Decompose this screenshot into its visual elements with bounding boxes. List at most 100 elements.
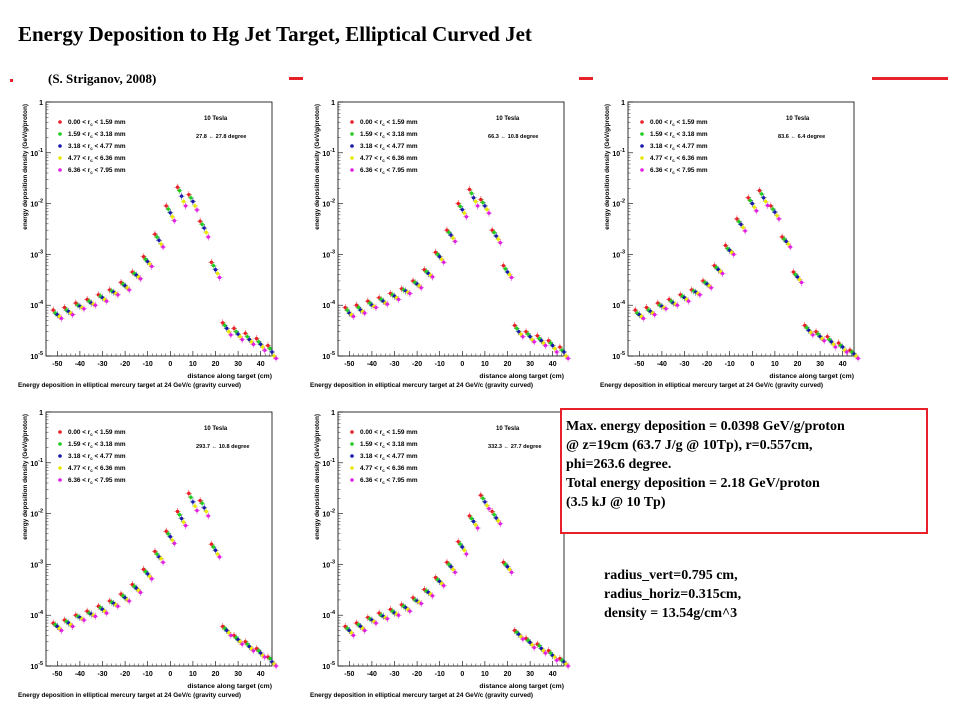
legend-marker [58,430,62,434]
legend-entry: 1.59 < rc < 3.18 mm [68,131,126,139]
data-point [509,570,514,574]
data-point [543,343,548,348]
data-point [82,307,86,311]
y-tick-label: 10-3 [30,559,43,569]
x-tick-label: -50 [52,361,62,368]
data-point [362,311,367,315]
x-tick-label: 0 [460,361,464,368]
x-tick-label: 10 [189,671,197,678]
legend-marker [350,144,354,148]
series-5 [350,505,572,670]
y-tick-label: 10-5 [30,351,43,361]
chart-panel-3: 1 10-1 10-2 10-3 10-4 10-5 -50 -40 -30 -20 -10 0 10 2… [600,100,862,389]
y-tick-label: 10-1 [322,148,335,158]
data-point [763,199,768,204]
legend-entry: 0.00 < rc < 1.59 mm [360,429,418,437]
data-point [179,516,184,521]
y-tick-label: 10-5 [322,661,335,671]
data-point [225,326,229,331]
param-line: radius_horiz=0.315cm, [604,587,742,602]
data-point [177,188,182,193]
data-point [153,549,157,554]
data-point [236,637,240,642]
data-point [148,574,152,579]
data-point [166,532,170,536]
data-point [460,545,464,549]
plot-caption: Energy deposition in elliptical mercury … [310,382,533,389]
data-point [483,500,487,504]
legend-marker [350,168,354,172]
data-point [451,236,455,240]
legend-entry: 3.18 < rc < 4.77 mm [68,453,126,461]
field-annotation: 10 Tesla [496,116,520,122]
angle-annotation: 293.7 ← 10.8 degree [196,444,250,450]
data-point [408,609,412,613]
data-point [263,348,267,352]
x-tick-label: 20 [212,361,220,368]
y-tick-label: 10-4 [322,300,336,310]
data-point [562,350,566,354]
x-tick-label: 40 [257,361,265,368]
data-point [245,334,250,339]
data-point [750,201,754,206]
data-point [458,204,462,209]
data-point [490,228,494,232]
field-annotation: 10 Tesla [204,116,228,122]
data-point [187,491,191,496]
data-point [150,264,154,269]
x-tick-label: -30 [679,361,689,368]
legend-marker [58,144,62,148]
data-point [345,308,349,312]
data-point [181,520,186,524]
legend-marker [640,132,644,136]
data-point [564,354,568,358]
data-point [247,337,252,342]
data-point [490,509,494,514]
data-point [487,506,491,511]
data-point [189,495,193,499]
data-point [198,219,202,223]
data-point [204,230,208,235]
x-tick-label: -40 [367,361,377,368]
plot-frame [627,101,855,357]
data-point [251,649,256,653]
data-point [245,642,250,646]
data-point [254,336,259,341]
data-point [223,323,227,328]
data-point [177,513,182,517]
data-point [546,339,551,343]
legend-entry: 0.00 < rc < 1.59 mm [68,119,126,127]
legend-entry: 6.36 < rc < 7.95 mm [650,167,708,175]
y-tick-label: 10-5 [30,661,43,671]
data-point [551,343,555,348]
series-5 [350,202,572,362]
legend-marker [58,156,62,160]
legend-entry: 4.77 < rc < 6.36 mm [650,155,708,163]
page-title: Energy Deposition to Hg Jet Target, Elli… [18,22,532,46]
data-point [501,263,506,268]
data-point [535,334,540,338]
data-point [356,305,361,310]
data-point [831,342,836,346]
x-tick-label: -40 [367,671,377,678]
data-point [204,509,208,514]
data-point [221,321,225,325]
data-point [825,334,830,339]
data-point [419,601,423,606]
y-tick-label: 10-4 [30,300,44,310]
data-point [464,215,469,219]
data-point [447,230,451,235]
y-tick-label: 10-2 [30,199,43,209]
data-point [191,199,195,204]
data-point [419,286,423,290]
data-point [146,572,150,576]
data-point [496,519,500,523]
legend-marker [640,144,644,148]
data-point [492,513,496,517]
legend-marker [350,454,354,458]
data-point [51,308,55,312]
legend-entry: 4.77 < rc < 6.36 mm [360,155,418,163]
data-point [805,326,809,330]
data-point [70,624,75,629]
data-point [240,337,244,342]
